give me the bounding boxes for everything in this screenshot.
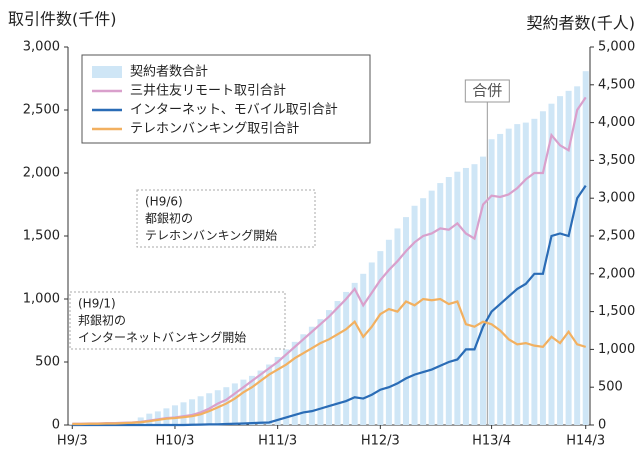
bar bbox=[377, 251, 384, 425]
bar bbox=[308, 326, 315, 425]
bar bbox=[497, 133, 504, 425]
legend-label: 契約者数合計 bbox=[130, 64, 208, 80]
y2-tick-label: 1,500 bbox=[598, 304, 635, 319]
y2-tick-label: 500 bbox=[598, 380, 623, 395]
bar bbox=[171, 405, 178, 425]
bar bbox=[488, 139, 495, 425]
y2-tick-label: 5,000 bbox=[598, 40, 635, 55]
annotation-text: (H9/1) bbox=[78, 297, 116, 311]
x-tick-label: H10/3 bbox=[155, 434, 194, 449]
y2-tick-label: 1,000 bbox=[598, 342, 635, 357]
y-tick-label: 0 bbox=[52, 418, 60, 433]
bar bbox=[231, 383, 238, 425]
annotation-text: テレホンバンキング開始 bbox=[145, 229, 277, 243]
bar bbox=[248, 375, 255, 425]
bar bbox=[505, 128, 512, 425]
y2-tick-label: 2,000 bbox=[598, 266, 635, 281]
annotation-text: インターネットバンキング開始 bbox=[78, 331, 246, 345]
bar bbox=[360, 273, 367, 425]
legend bbox=[81, 54, 371, 144]
annotation-text: 邦銀初の bbox=[78, 314, 126, 328]
bar bbox=[266, 364, 273, 425]
y-tick-label: 1,000 bbox=[23, 292, 60, 307]
bar bbox=[274, 356, 281, 425]
bar bbox=[462, 167, 469, 425]
bar bbox=[403, 217, 410, 425]
bar bbox=[522, 122, 529, 425]
annotation-box bbox=[136, 189, 316, 248]
annotation-text: 都銀初の bbox=[145, 212, 193, 226]
y2-tick-label: 4,500 bbox=[598, 77, 635, 92]
bar bbox=[411, 205, 418, 425]
bar bbox=[351, 282, 358, 425]
annotation-text: (H9/6) bbox=[145, 195, 183, 209]
bar bbox=[574, 86, 581, 425]
bar bbox=[300, 334, 307, 425]
bar bbox=[420, 198, 427, 425]
legend-swatch bbox=[92, 66, 122, 78]
bar bbox=[283, 349, 290, 425]
merger-label: 合併 bbox=[472, 82, 502, 100]
legend-label: 三井住友リモート取引合計 bbox=[130, 83, 286, 99]
bar bbox=[394, 228, 401, 425]
legend-label: テレホンバンキング取引合計 bbox=[130, 121, 299, 137]
x-tick-label: H11/3 bbox=[258, 434, 297, 449]
y-tick-label: 2,500 bbox=[23, 103, 60, 118]
bar bbox=[343, 291, 350, 425]
bar bbox=[385, 239, 392, 425]
bar bbox=[582, 71, 589, 425]
y-axis-title: 取引件数(千件) bbox=[8, 10, 117, 29]
y-tick-label: 2,000 bbox=[23, 166, 60, 181]
y-tick-label: 1,500 bbox=[23, 229, 60, 244]
bar bbox=[539, 111, 546, 425]
line bbox=[72, 184, 587, 427]
bar bbox=[548, 103, 555, 425]
y2-tick-label: 4,000 bbox=[598, 115, 635, 130]
legend-label: インターネット、モバイル取引合計 bbox=[130, 102, 338, 118]
bar bbox=[223, 387, 230, 425]
bar bbox=[197, 396, 204, 425]
y2-tick-label: 3,000 bbox=[598, 191, 635, 206]
bar bbox=[180, 402, 187, 425]
bar bbox=[565, 90, 572, 426]
bar bbox=[368, 262, 375, 425]
y2-tick-label: 3,500 bbox=[598, 153, 635, 168]
bar bbox=[531, 118, 538, 425]
bar bbox=[154, 411, 161, 425]
bar bbox=[291, 341, 298, 425]
line bbox=[72, 297, 587, 426]
bar bbox=[480, 156, 487, 425]
bar bbox=[454, 171, 461, 425]
merger-box bbox=[464, 79, 510, 103]
x-tick-label: H13/4 bbox=[472, 434, 511, 449]
bar bbox=[317, 319, 324, 425]
y-tick-label: 500 bbox=[35, 355, 60, 370]
x-tick-label: H14/3 bbox=[566, 434, 605, 449]
y2-axis-title: 契約者数(千人) bbox=[527, 14, 636, 33]
bar bbox=[146, 413, 153, 425]
bar bbox=[445, 177, 452, 425]
bar bbox=[437, 183, 444, 425]
bar bbox=[428, 190, 435, 425]
bar bbox=[471, 164, 478, 425]
bar bbox=[326, 310, 332, 425]
bar bbox=[240, 379, 247, 425]
y2-tick-label: 2,500 bbox=[598, 229, 635, 244]
bar bbox=[514, 124, 521, 425]
bar bbox=[557, 96, 564, 425]
y2-tick-label: 0 bbox=[598, 418, 606, 433]
bar bbox=[334, 301, 341, 425]
bar bbox=[257, 370, 264, 425]
bar bbox=[189, 399, 196, 425]
y-tick-label: 3,000 bbox=[23, 40, 60, 55]
bar bbox=[163, 408, 170, 425]
x-tick-label: H9/3 bbox=[57, 434, 88, 449]
x-tick-label: H12/3 bbox=[361, 434, 400, 449]
annotation-box bbox=[69, 291, 286, 350]
